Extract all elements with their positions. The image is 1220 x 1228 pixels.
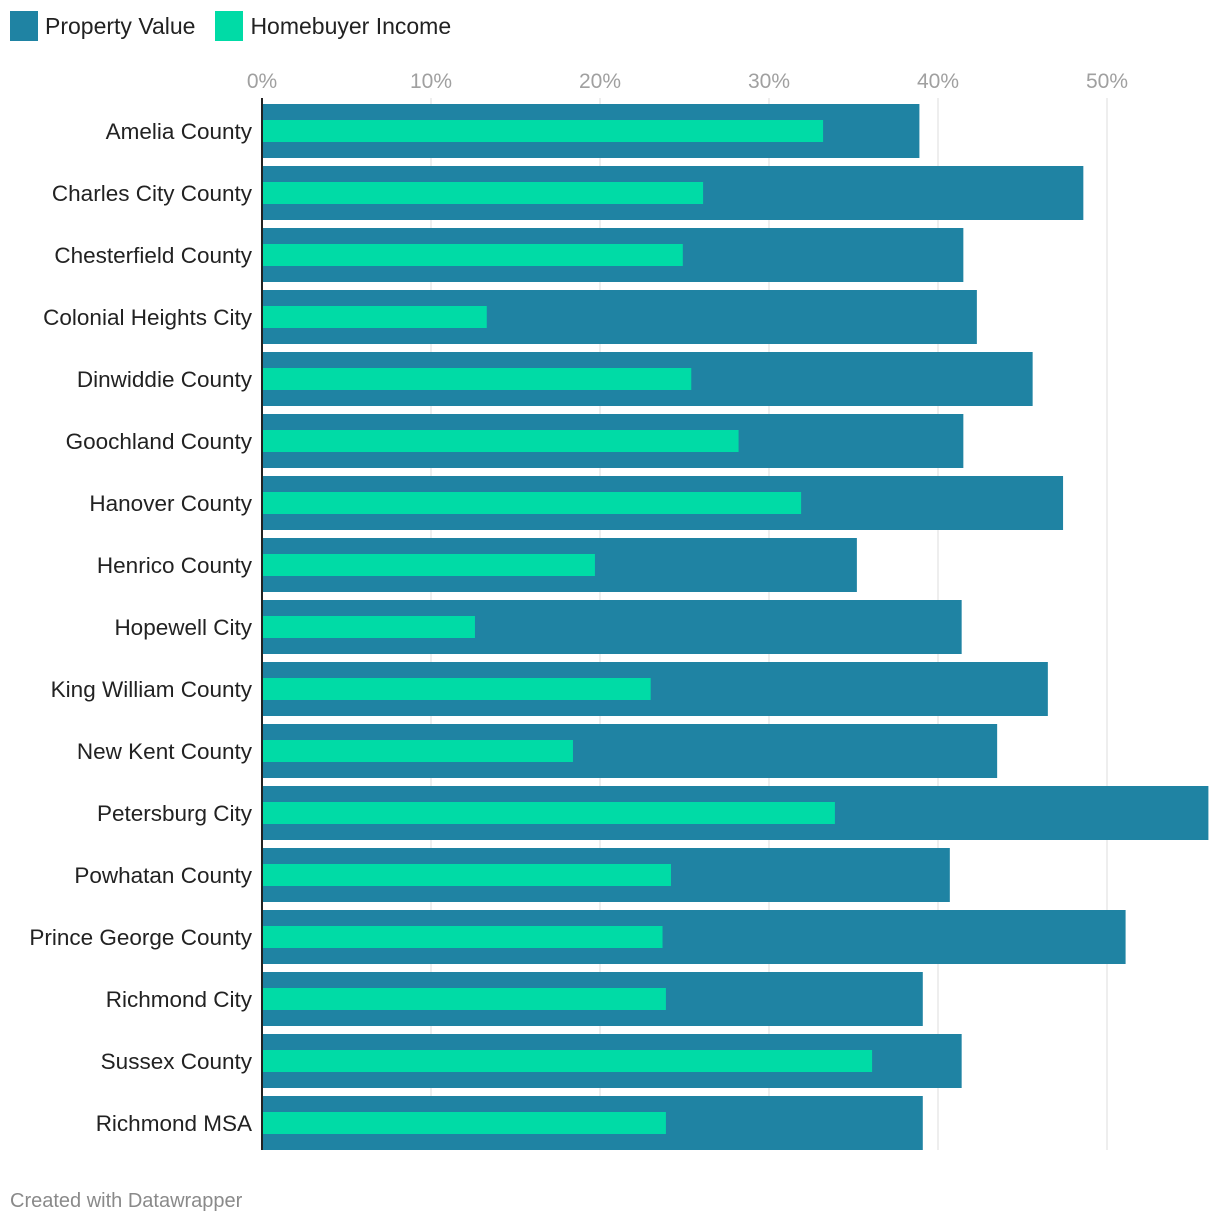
x-tick-label-10: 10% <box>410 70 452 93</box>
bar-homebuyer-income-dinwiddie-county <box>262 368 692 390</box>
legend-swatch-property-value <box>10 11 38 41</box>
chart-legend: Property Value Homebuyer Income <box>10 10 471 42</box>
footer-credit: Created with Datawrapper <box>10 1190 243 1212</box>
bar-homebuyer-income-prince-george-county <box>262 926 663 948</box>
bar-homebuyer-income-chesterfield-county <box>262 244 683 266</box>
legend-label-homebuyer-income: Homebuyer Income <box>250 12 452 39</box>
x-tick-label-20: 20% <box>579 70 621 93</box>
bar-homebuyer-income-goochland-county <box>262 430 739 452</box>
bar-homebuyer-income-richmond-city <box>262 988 666 1010</box>
bar-homebuyer-income-new-kent-county <box>262 740 573 762</box>
category-label-powhatan-county: Powhatan County <box>74 863 252 888</box>
category-label-prince-george-county: Prince George County <box>29 925 252 950</box>
x-tick-label-30: 30% <box>748 70 790 93</box>
category-label-henrico-county: Henrico County <box>97 553 253 578</box>
category-label-petersburg-city: Petersburg City <box>97 801 253 826</box>
bar-homebuyer-income-hopewell-city <box>262 616 475 638</box>
bar-homebuyer-income-richmond-msa <box>262 1112 666 1134</box>
category-label-chesterfield-county: Chesterfield County <box>54 243 252 268</box>
category-label-richmond-city: Richmond City <box>106 987 253 1012</box>
bar-homebuyer-income-king-william-county <box>262 678 651 700</box>
category-label-colonial-heights-city: Colonial Heights City <box>43 305 253 330</box>
category-label-hanover-county: Hanover County <box>89 491 252 516</box>
bar-homebuyer-income-colonial-heights-city <box>262 306 487 328</box>
bar-homebuyer-income-powhatan-county <box>262 864 671 886</box>
category-label-richmond-msa: Richmond MSA <box>96 1111 252 1136</box>
legend-label-property-value: Property Value <box>45 12 196 39</box>
x-tick-label-0: 0% <box>247 70 277 93</box>
category-label-new-kent-county: New Kent County <box>77 739 253 764</box>
bar-homebuyer-income-amelia-county <box>262 120 824 142</box>
category-label-sussex-county: Sussex County <box>101 1049 253 1074</box>
category-label-king-william-county: King William County <box>51 677 253 702</box>
legend-item-property-value: Property Value <box>10 11 195 41</box>
category-label-amelia-county: Amelia County <box>106 119 253 144</box>
category-label-goochland-county: Goochland County <box>66 429 253 454</box>
category-label-dinwiddie-county: Dinwiddie County <box>77 367 253 392</box>
legend-item-homebuyer-income: Homebuyer Income <box>215 11 451 41</box>
bar-homebuyer-income-sussex-county <box>262 1050 873 1072</box>
x-tick-label-50: 50% <box>1086 70 1128 93</box>
bar-homebuyer-income-charles-city-county <box>262 182 704 204</box>
bar-homebuyer-income-petersburg-city <box>262 802 835 824</box>
x-tick-label-40: 40% <box>917 70 959 93</box>
legend-swatch-homebuyer-income <box>215 11 244 41</box>
bar-homebuyer-income-henrico-county <box>262 554 595 576</box>
category-label-charles-city-county: Charles City County <box>52 181 253 206</box>
bar-homebuyer-income-hanover-county <box>262 492 802 514</box>
category-label-hopewell-city: Hopewell City <box>114 615 252 640</box>
